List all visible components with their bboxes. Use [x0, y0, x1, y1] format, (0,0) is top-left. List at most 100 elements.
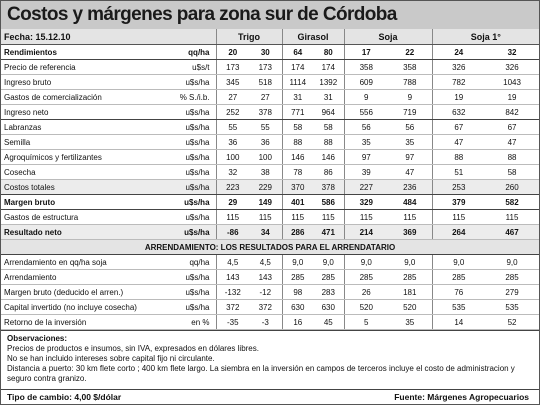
table-row: Labranzas u$s/ha 55 55 58 58 56 56 67 67 — [1, 119, 540, 135]
row-label: Margen bruto (deducido el arren.) — [1, 284, 164, 300]
cell: 22 — [388, 44, 433, 60]
cell: 358 — [388, 59, 433, 75]
cell: -12 — [249, 284, 283, 300]
cell: 17 — [343, 44, 389, 60]
cell: 115 — [343, 209, 389, 225]
cell: 345 — [215, 74, 250, 90]
row-label: Capital invertido (no incluye cosecha) — [1, 299, 164, 315]
row-unit: u$s/t — [164, 59, 217, 75]
date: Fecha: 15.12.10 — [1, 29, 217, 45]
row-unit: u$s/ha — [164, 179, 217, 195]
cell: 9,0 — [343, 254, 389, 270]
table-row: Arrendamiento en qq/ha soja qq/ha 4,5 4,5 9,… — [1, 254, 540, 270]
crop-header: Girasol — [281, 29, 345, 45]
cell: 520 — [343, 299, 389, 315]
cell: 45 — [313, 314, 345, 330]
note-line: Distancia a puerto: 30 km flete corto ; … — [7, 364, 515, 383]
cell: 149 — [249, 194, 283, 210]
row-unit: u$s/ha — [164, 134, 217, 150]
table-row: Resultado neto u$s/ha -86 34 286 471 214 369 264… — [1, 224, 540, 240]
cell: 535 — [431, 299, 486, 315]
cell: 35 — [343, 134, 389, 150]
cell: 378 — [313, 179, 345, 195]
notes-title: Observaciones: — [7, 334, 68, 343]
cell: 174 — [313, 59, 345, 75]
cell: 285 — [343, 269, 389, 285]
row-label: Gastos de comercialización — [1, 89, 164, 105]
cell: 181 — [388, 284, 433, 300]
cell: 9,0 — [431, 254, 486, 270]
note-line: No se han incluido intereses sobre capit… — [7, 354, 215, 363]
cell: 630 — [313, 299, 345, 315]
table-row: Margen bruto u$s/ha 29 149 401 586 329 484 379 58… — [1, 194, 540, 210]
cell: 4,5 — [215, 254, 250, 270]
row-label: Gastos de estructura — [1, 209, 164, 225]
row-unit: u$s/ha — [164, 104, 217, 120]
cell: 16 — [281, 314, 314, 330]
cell: 173 — [215, 59, 250, 75]
cell: 252 — [215, 104, 250, 120]
cell: 34 — [249, 224, 283, 240]
row-unit: qq/ha — [164, 254, 217, 270]
cell: 76 — [431, 284, 486, 300]
cell: 214 — [343, 224, 389, 240]
cell: 372 — [249, 299, 283, 315]
row-label: Rendimientos — [1, 44, 164, 60]
cell: 520 — [388, 299, 433, 315]
cell: 1114 — [281, 74, 314, 90]
row-unit: u$s/ha — [164, 149, 217, 165]
cell: 27 — [215, 89, 250, 105]
cell: 115 — [388, 209, 433, 225]
cell: 229 — [249, 179, 283, 195]
cell: 842 — [485, 104, 540, 120]
cell: 47 — [485, 134, 540, 150]
cell: 788 — [388, 74, 433, 90]
cell: 173 — [249, 59, 283, 75]
cell: 260 — [485, 179, 540, 195]
cell: 36 — [249, 134, 283, 150]
cell: 174 — [281, 59, 314, 75]
row-unit: u$s/ha — [164, 209, 217, 225]
crop-header: Trigo — [215, 29, 283, 45]
row-unit: en % — [164, 314, 217, 330]
cell: 115 — [249, 209, 283, 225]
table-row: Agroquímicos y fertilizantes u$s/ha 100 100… — [1, 149, 540, 165]
cell: 97 — [388, 149, 433, 165]
cell: 51 — [431, 164, 486, 180]
cell: 35 — [388, 134, 433, 150]
table-row: Retorno de la inversión en % -35 -3 16 45 5 35 1… — [1, 314, 540, 330]
cell: 115 — [313, 209, 345, 225]
cell: 31 — [281, 89, 314, 105]
cell: 471 — [313, 224, 345, 240]
cost-table: Fecha: 15.12.10 Trigo Girasol Soja Soja 1° Re… — [1, 29, 540, 330]
cell: 9 — [388, 89, 433, 105]
cell: 358 — [343, 59, 389, 75]
cell: 369 — [388, 224, 433, 240]
cell: 1392 — [313, 74, 345, 90]
cell: 326 — [485, 59, 540, 75]
cell: 9,0 — [388, 254, 433, 270]
cell: 372 — [215, 299, 250, 315]
cell: 58 — [313, 119, 345, 135]
cell: 401 — [281, 194, 314, 210]
cell: 14 — [431, 314, 486, 330]
cell: 115 — [431, 209, 486, 225]
notes-lines: Precios de productos e insumos, sin IVA,… — [7, 344, 533, 384]
row-label: Costos totales — [1, 179, 164, 195]
cell: 518 — [249, 74, 283, 90]
cell: 9,0 — [485, 254, 540, 270]
cell: 78 — [281, 164, 314, 180]
row-label: Labranzas — [1, 119, 164, 135]
cell: 143 — [249, 269, 283, 285]
cell: 52 — [485, 314, 540, 330]
row-label: Retorno de la inversión — [1, 314, 164, 330]
title: Costos y márgenes para zona sur de Córdo… — [1, 1, 539, 29]
table-row: Arrendamiento u$s/ha 143 143 285 285 285 285 285… — [1, 269, 540, 285]
cell: 771 — [281, 104, 314, 120]
cell: 100 — [249, 149, 283, 165]
header-row: Fecha: 15.12.10 Trigo Girasol Soja Soja 1° — [1, 29, 540, 45]
cell: 285 — [485, 269, 540, 285]
cell: 782 — [431, 74, 486, 90]
table-row: Capital invertido (no incluye cosecha) u$… — [1, 299, 540, 315]
row-label: Margen bruto — [1, 194, 164, 210]
